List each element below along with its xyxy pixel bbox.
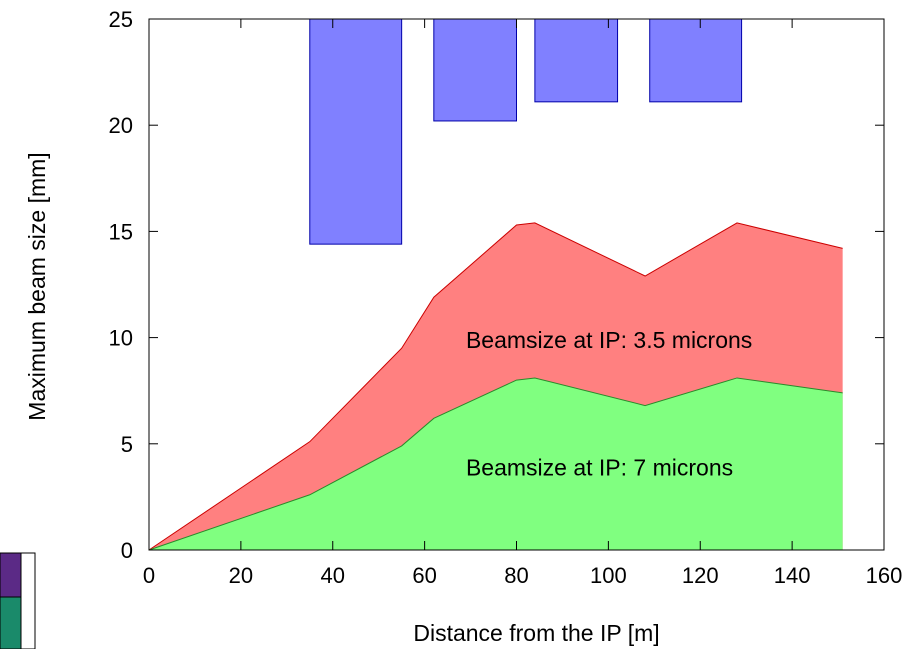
x-tick-label: 20 [229,563,253,588]
y-tick-label: 15 [109,219,133,244]
y-tick-label: 0 [121,538,133,563]
aperture-box-1 [309,18,403,245]
x-tick-label: 100 [590,563,627,588]
y-tick-label: 20 [109,113,133,138]
y-tick-label: 25 [109,7,133,32]
aperture-box-3 [534,18,619,103]
annotation-1: Beamsize at IP: 3.5 microns [466,327,752,353]
y-tick-label: 5 [121,432,133,457]
area-series-1-edge [148,222,843,551]
annotation-2: Beamsize at IP: 7 microns [466,455,733,481]
palette-frame [20,552,36,649]
palette-swatch-2 [0,596,22,649]
x-tick-label: 0 [143,563,155,588]
x-tick-label: 60 [412,563,436,588]
x-axis-title: Distance from the IP [m] [413,620,659,646]
y-tick-label: 10 [109,326,133,351]
tick-layer: 0 20 40 60 80 100 120 140 160 0 5 10 15 20 25 [109,7,902,588]
area-series-2-edge [148,377,843,551]
palette-key [0,552,36,649]
aperture-box-2 [433,18,517,122]
x-tick-label: 140 [774,563,811,588]
aperture-box-4 [649,18,743,103]
annotation-layer: Beamsize at IP: 3.5 microns Beamsize at I… [466,327,752,480]
x-tick-label: 40 [321,563,345,588]
x-tick-label: 120 [682,563,719,588]
aperture-layer [309,18,743,245]
y-axis-title: Maximum beam size [mm] [24,152,50,420]
area-layer [148,222,843,551]
palette-swatch-1 [0,552,22,598]
x-tick-label: 80 [504,563,528,588]
area-series-2 [149,377,843,550]
x-tick-label: 160 [866,563,902,588]
